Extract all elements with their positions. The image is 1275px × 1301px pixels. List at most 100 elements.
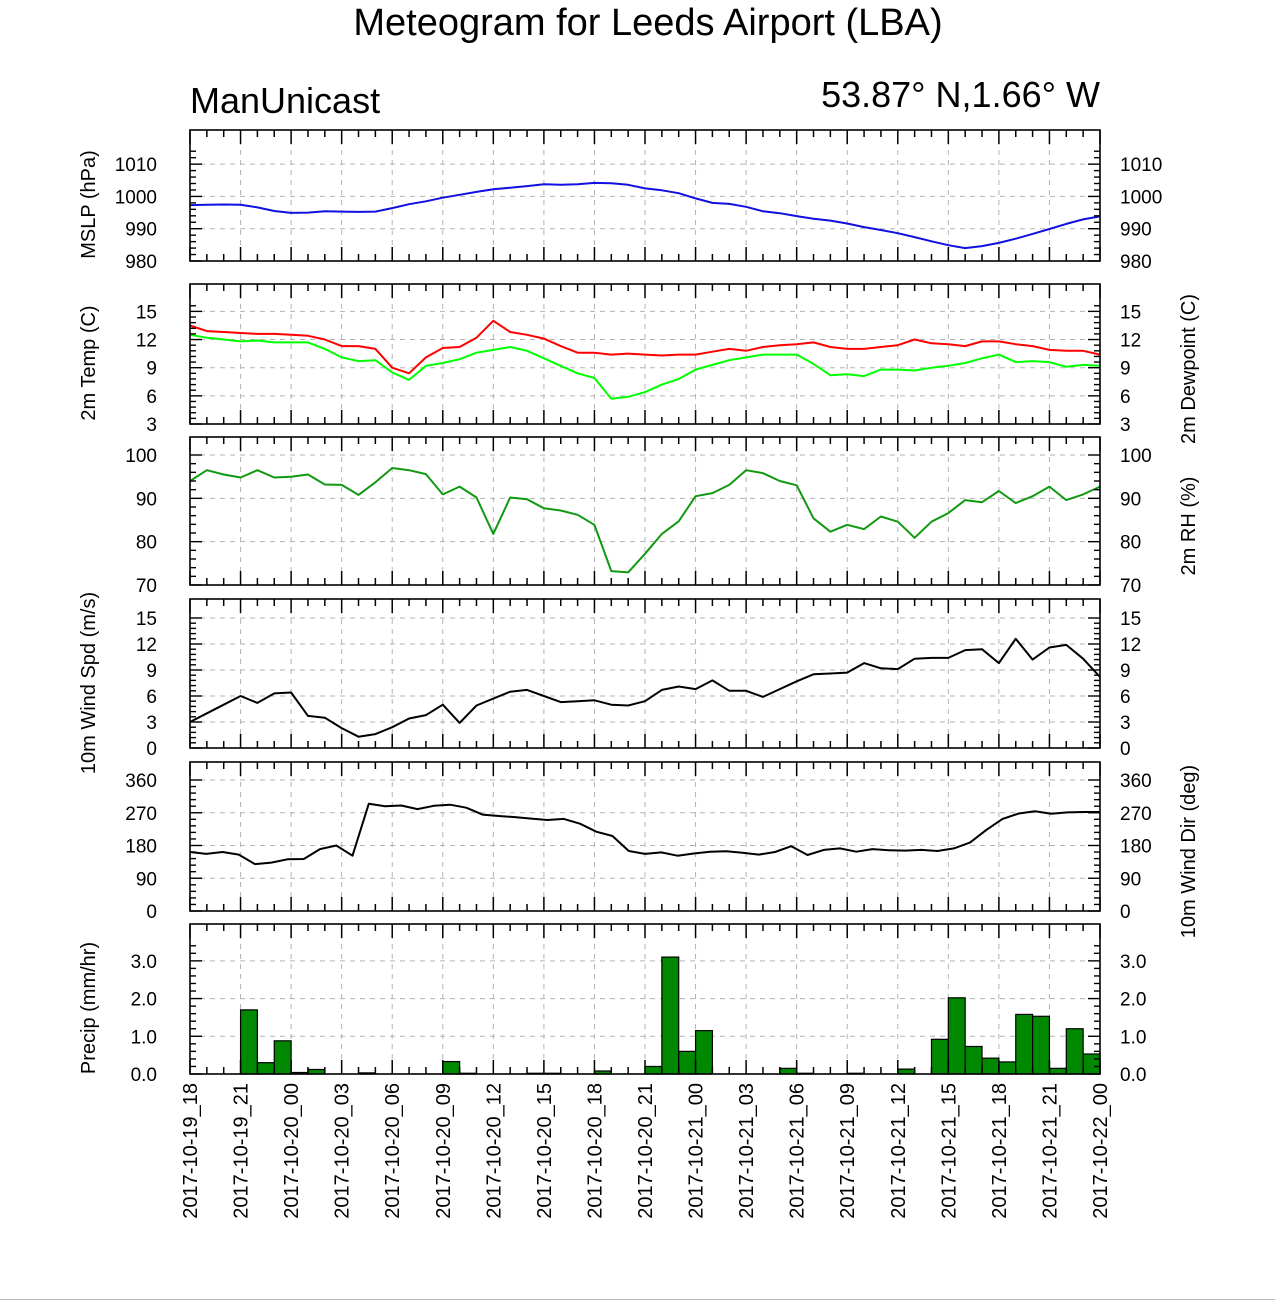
y-tick-label-left: 360 xyxy=(125,771,157,792)
time-axis-label: 2017-10-20_00 xyxy=(281,1083,303,1219)
bottom-rule xyxy=(0,1299,1275,1300)
y-tick-label-right: 980 xyxy=(1120,252,1152,273)
precip-bar xyxy=(256,1062,275,1075)
y-tick-label-right: 6 xyxy=(1120,687,1131,708)
y-tick-label-right: 70 xyxy=(1120,576,1141,597)
y-tick-label-right: 0.0 xyxy=(1120,1065,1146,1086)
y-tick-label-right: 1.0 xyxy=(1120,1027,1146,1048)
precip-bar xyxy=(239,1009,259,1075)
time-axis-label: 2017-10-21_18 xyxy=(989,1083,1011,1219)
precip-bar xyxy=(694,1030,714,1075)
time-axis-label: 2017-10-21_03 xyxy=(736,1083,758,1219)
time-axis-label: 2017-10-20_03 xyxy=(332,1083,354,1219)
precip-bar xyxy=(644,1065,663,1075)
precip-bar xyxy=(930,1038,949,1075)
y-tick-label-left: 2.0 xyxy=(131,990,157,1011)
precip-bar xyxy=(1065,1028,1084,1075)
y-tick-label-left: 100 xyxy=(125,446,157,467)
y-tick-label-left: 3 xyxy=(146,713,157,734)
y-tick-label-right: 90 xyxy=(1120,869,1141,890)
precip-bar xyxy=(947,997,966,1075)
time-axis-label: 2017-10-21_06 xyxy=(787,1083,809,1219)
y-tick-label-right: 990 xyxy=(1120,220,1152,241)
precip-bar xyxy=(678,1050,697,1075)
y-tick-label-left: 3 xyxy=(146,415,157,436)
y-axis-label-left: 10m Wind Spd (m/s) xyxy=(78,592,100,774)
precip-bar xyxy=(964,1045,983,1075)
precip-bar xyxy=(1048,1067,1067,1075)
y-tick-label-right: 360 xyxy=(1120,771,1152,792)
y-tick-label-right: 1000 xyxy=(1120,187,1162,208)
y-tick-label-left: 0.0 xyxy=(131,1065,157,1086)
y-tick-label-left: 6 xyxy=(146,687,157,708)
precip-bar xyxy=(273,1040,292,1075)
y-tick-label-right: 9 xyxy=(1120,359,1131,380)
y-tick-label-left: 0 xyxy=(146,739,157,760)
time-axis-label: 2017-10-20_09 xyxy=(433,1083,455,1219)
time-axis-label: 2017-10-21_21 xyxy=(1039,1083,1061,1219)
y-tick-label-right: 12 xyxy=(1120,635,1141,656)
y-tick-label-left: 990 xyxy=(125,220,157,241)
time-axis-label: 2017-10-20_06 xyxy=(382,1083,404,1219)
y-axis-label-left: 2m Temp (C) xyxy=(78,305,100,420)
precip-bar xyxy=(1031,1015,1051,1075)
panel-temperature: 3 6 9 12 15 3 6 9 12 15 2m Temp (C) 2m Dewpoint (C) xyxy=(78,283,1200,444)
y-tick-label-right: 180 xyxy=(1120,837,1152,858)
y-tick-label-left: 12 xyxy=(136,331,157,352)
y-tick-label-left: 90 xyxy=(136,869,157,890)
y-axis-label-right: 2m RH (%) xyxy=(1178,477,1200,576)
y-tick-label-left: 9 xyxy=(146,359,157,380)
y-tick-label-left: 12 xyxy=(136,635,157,656)
time-axis-label: 2017-10-20_18 xyxy=(584,1083,606,1219)
panel-precipitation: 0.0 1.0 2.0 3.0 0.0 1.0 2.0 3.0 Precip (mm/hr) xyxy=(78,923,1146,1086)
chart-title: Meteogram for Leeds Airport (LBA) xyxy=(353,2,942,44)
precip-bar xyxy=(779,1067,798,1075)
series-line-wind xyxy=(189,802,1100,866)
y-tick-label-right: 3.0 xyxy=(1120,952,1146,973)
precip-bar xyxy=(981,1057,1000,1075)
y-axis-label-right: 2m Dewpoint (C) xyxy=(1178,294,1200,444)
y-tick-label-right: 100 xyxy=(1120,446,1152,467)
y-axis-label-right: 10m Wind Dir (deg) xyxy=(1178,765,1200,938)
y-tick-label-right: 0 xyxy=(1120,902,1131,923)
precip-bar xyxy=(661,956,680,1075)
series-line-mslp xyxy=(189,181,1101,250)
time-axis-label: 2017-10-19_21 xyxy=(231,1083,253,1219)
y-tick-label-left: 90 xyxy=(136,489,157,510)
precip-bar xyxy=(442,1060,461,1075)
time-axis-label: 2017-10-20_21 xyxy=(635,1083,657,1219)
precip-bar xyxy=(1015,1013,1034,1075)
station-coordinates: 53.87° N,1.66° W xyxy=(821,74,1100,115)
series-line-wind xyxy=(189,637,1101,738)
y-tick-label-left: 0 xyxy=(146,902,157,923)
y-tick-label-right: 3 xyxy=(1120,415,1131,436)
y-tick-label-left: 3.0 xyxy=(131,952,157,973)
panel-wind-direction: 0 90 180 270 360 0 90 180 270 360 10m Wind Dir (de… xyxy=(125,761,1200,938)
precip-bar xyxy=(998,1061,1017,1075)
y-tick-label-right: 90 xyxy=(1120,489,1141,510)
time-axis-label: 2017-10-22_00 xyxy=(1090,1083,1112,1219)
y-tick-label-left: 15 xyxy=(136,302,157,323)
time-axis-label: 2017-10-21_15 xyxy=(938,1083,960,1219)
series-line-temp xyxy=(189,319,1101,375)
y-tick-label-right: 6 xyxy=(1120,387,1131,408)
y-tick-label-left: 15 xyxy=(136,609,157,630)
time-axis: 2017-10-19_18 2017-10-19_21 2017-10-20_00 2… xyxy=(180,1083,1112,1219)
y-tick-label-right: 2.0 xyxy=(1120,990,1146,1011)
y-tick-label-left: 6 xyxy=(146,387,157,408)
time-axis-label: 2017-10-20_12 xyxy=(483,1083,505,1219)
time-axis-label: 2017-10-19_18 xyxy=(180,1083,202,1219)
y-tick-label-right: 9 xyxy=(1120,661,1131,682)
time-axis-label: 2017-10-21_00 xyxy=(686,1083,708,1219)
time-axis-label: 2017-10-21_09 xyxy=(837,1083,859,1219)
series-line-dewpoint xyxy=(189,333,1101,400)
y-axis-label-left: MSLP (hPa) xyxy=(78,150,100,259)
y-tick-label-right: 0 xyxy=(1120,739,1131,760)
y-tick-label-left: 80 xyxy=(136,533,157,554)
panel-wind-speed: 0 3 6 9 12 15 0 3 6 9 12 15 10m Wind Spd (m/s) xyxy=(78,592,1141,774)
y-tick-label-left: 1010 xyxy=(115,155,157,176)
y-tick-label-right: 80 xyxy=(1120,533,1141,554)
model-name: ManUnicast xyxy=(190,80,380,121)
